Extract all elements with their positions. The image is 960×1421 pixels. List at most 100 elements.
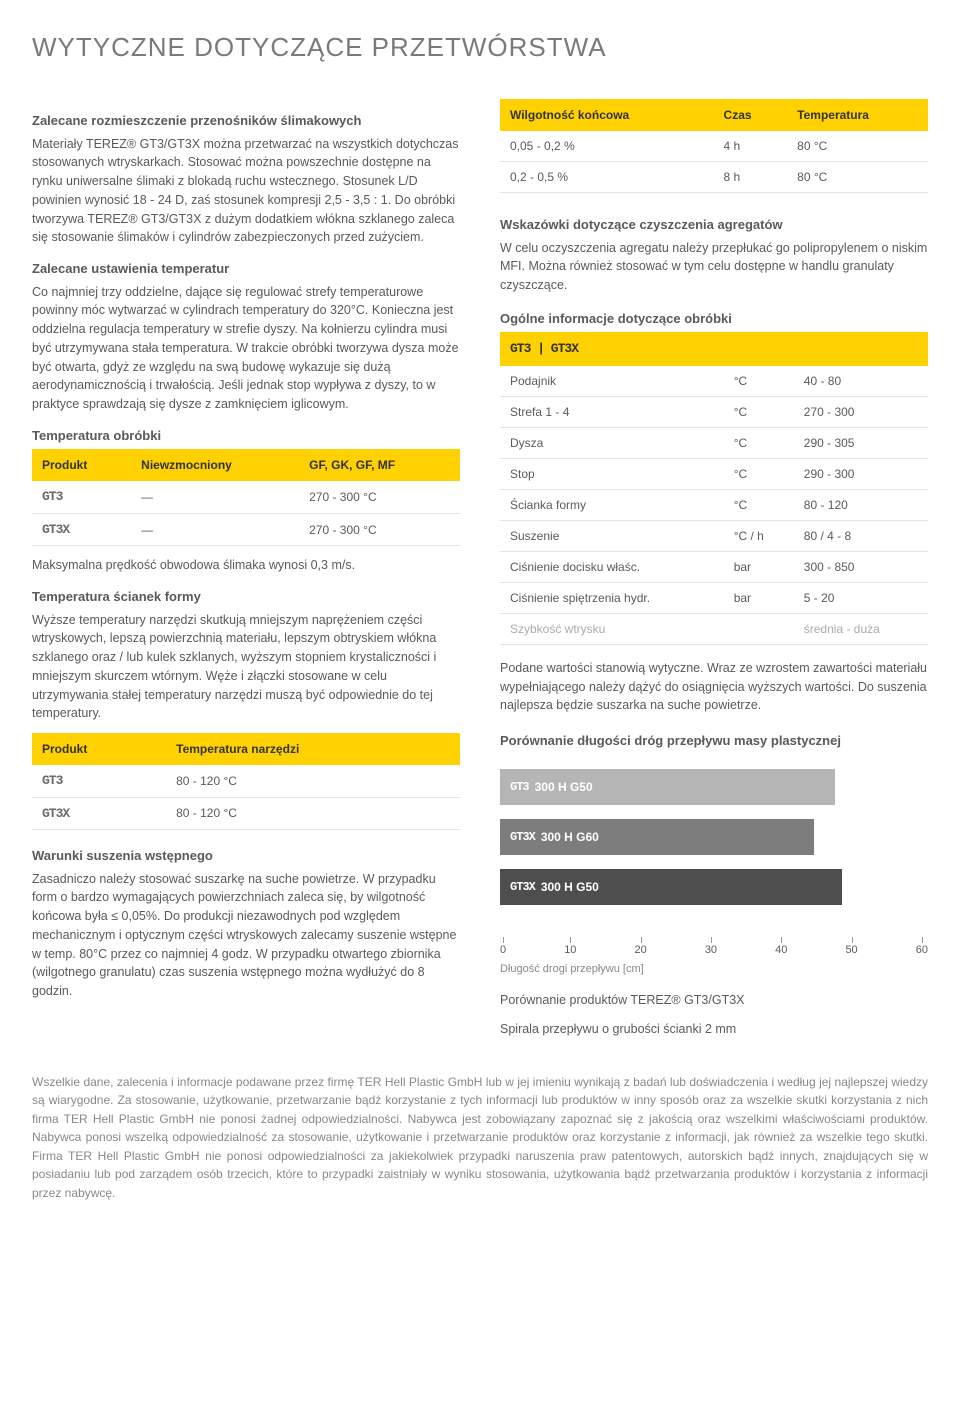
table-row: Ścianka formy°C80 - 120 xyxy=(500,489,928,520)
td: 300 - 850 xyxy=(794,551,928,582)
gt-logo-header: GT3 | GT3X xyxy=(510,341,578,356)
td: Szybkość wtrysku xyxy=(500,613,724,644)
bar-label: 300 H G60 xyxy=(541,828,599,846)
sec5-text: Zasadniczo należy stosować suszarkę na s… xyxy=(32,870,460,1001)
td: °C xyxy=(724,489,794,520)
sec4-text: Wyższe temperatury narzędzi skutkują mni… xyxy=(32,611,460,724)
td xyxy=(724,613,794,644)
td: 270 - 300 xyxy=(794,396,928,427)
sec1-heading: Zalecane rozmieszczenie przenośników śli… xyxy=(32,111,460,131)
right-column: Wilgotność końcowa Czas Temperatura 0,05… xyxy=(500,99,928,1049)
chart-tick: 50 xyxy=(845,942,857,959)
td: Ciśnienie spiętrzenia hydr. xyxy=(500,582,724,613)
td: 270 - 300 °C xyxy=(299,481,460,513)
td: średnia - duża xyxy=(794,613,928,644)
chart-heading: Porównanie długości dróg przepływu masy … xyxy=(500,731,928,751)
td: 4 h xyxy=(714,131,788,162)
sec3-heading: Temperatura obróbki xyxy=(32,426,460,446)
sec7-note: Podane wartości stanowią wytyczne. Wraz … xyxy=(500,659,928,715)
td: 80 - 120 °C xyxy=(166,797,460,830)
table-row: GT3X 80 - 120 °C xyxy=(32,797,460,830)
chart-note-1: Porównanie produktów TEREZ® GT3/GT3X xyxy=(500,991,928,1010)
mold-temp-table: Produkt Temperatura narzędzi GT3 80 - 12… xyxy=(32,733,460,830)
th: Produkt xyxy=(32,449,131,481)
td: Suszenie xyxy=(500,520,724,551)
td: 80 °C xyxy=(787,131,928,162)
td: °C xyxy=(724,366,794,397)
td: 80 - 120 °C xyxy=(166,765,460,797)
gt3-logo: GT3 xyxy=(42,773,62,788)
td: bar xyxy=(724,582,794,613)
table-row: Dysza°C290 - 305 xyxy=(500,427,928,458)
chart-tick: 60 xyxy=(916,942,928,959)
table-row: 0,2 - 0,5 % 8 h 80 °C xyxy=(500,162,928,193)
chart-axis-label: Długość drogi przepływu [cm] xyxy=(500,961,928,978)
general-info-table: GT3 | GT3X Podajnik°C40 - 80Strefa 1 - 4… xyxy=(500,332,928,645)
td: °C / h xyxy=(724,520,794,551)
table-row: Ciśnienie docisku właśc.bar300 - 850 xyxy=(500,551,928,582)
bar-logo: GT3X xyxy=(510,878,535,896)
table-row: GT3X — 270 - 300 °C xyxy=(32,513,460,546)
left-column: Zalecane rozmieszczenie przenośników śli… xyxy=(32,99,460,1049)
sec2-text: Co najmniej trzy oddzielne, dające się r… xyxy=(32,283,460,414)
chart-bar: GT3X300 H G50 xyxy=(500,869,842,905)
page-title: WYTYCZNE DOTYCZĄCE PRZETWÓRSTWA xyxy=(32,28,928,67)
td: 270 - 300 °C xyxy=(299,513,460,546)
table-row: Suszenie°C / h80 / 4 - 8 xyxy=(500,520,928,551)
td: 80 - 120 xyxy=(794,489,928,520)
gt3-logo: GT3 xyxy=(42,489,62,504)
td: 290 - 305 xyxy=(794,427,928,458)
chart-tick: 0 xyxy=(500,942,506,959)
flow-length-chart: GT3 300 H G50 GT3X 300 H G60 GT3X300 H G50 0… xyxy=(500,769,928,959)
th: GF, GK, GF, MF xyxy=(299,449,460,481)
chart-tick: 20 xyxy=(635,942,647,959)
gt3x-logo: GT3X xyxy=(42,522,69,537)
table-row: Podajnik°C40 - 80 xyxy=(500,366,928,397)
td: Podajnik xyxy=(500,366,724,397)
chart-bar: GT3 300 H G50 xyxy=(500,769,835,805)
td: Stop xyxy=(500,458,724,489)
td: 5 - 20 xyxy=(794,582,928,613)
table-row: Strefa 1 - 4°C270 - 300 xyxy=(500,396,928,427)
td: 0,2 - 0,5 % xyxy=(500,162,714,193)
chart-tick: 10 xyxy=(564,942,576,959)
sec1-text: Materiały TEREZ® GT3/GT3X można przetwar… xyxy=(32,135,460,248)
td: Dysza xyxy=(500,427,724,458)
td: 40 - 80 xyxy=(794,366,928,397)
disclaimer-text: Wszelkie dane, zalecenia i informacje po… xyxy=(32,1073,928,1203)
td: 290 - 300 xyxy=(794,458,928,489)
processing-temp-table: Produkt Niewzmocniony GF, GK, GF, MF GT3… xyxy=(32,449,460,546)
bar-logo: GT3 xyxy=(510,778,529,796)
td: Ścianka formy xyxy=(500,489,724,520)
chart-tick: 30 xyxy=(705,942,717,959)
td: °C xyxy=(724,458,794,489)
td: bar xyxy=(724,551,794,582)
td: 80 °C xyxy=(787,162,928,193)
td: 0,05 - 0,2 % xyxy=(500,131,714,162)
table-row: Szybkość wtrysku średnia - duża xyxy=(500,613,928,644)
bar-label: 300 H G50 xyxy=(535,778,593,796)
td: Strefa 1 - 4 xyxy=(500,396,724,427)
td: 80 / 4 - 8 xyxy=(794,520,928,551)
chart-bar: GT3X 300 H G60 xyxy=(500,819,814,855)
th: Temperatura narzędzi xyxy=(166,733,460,765)
sec2-heading: Zalecane ustawienia temperatur xyxy=(32,259,460,279)
table-row: 0,05 - 0,2 % 4 h 80 °C xyxy=(500,131,928,162)
td: — xyxy=(131,481,299,513)
table-row: GT3 — 270 - 300 °C xyxy=(32,481,460,513)
td: Ciśnienie docisku właśc. xyxy=(500,551,724,582)
bar-logo: GT3X xyxy=(510,828,535,846)
sec5-heading: Warunki suszenia wstępnego xyxy=(32,846,460,866)
sec6-text: W celu oczyszczenia agregatu należy prze… xyxy=(500,239,928,295)
th: Wilgotność końcowa xyxy=(500,99,714,131)
chart-tick: 40 xyxy=(775,942,787,959)
td: — xyxy=(131,513,299,546)
gt3x-logo: GT3X xyxy=(42,806,69,821)
th: Temperatura xyxy=(787,99,928,131)
table-row: Stop°C290 - 300 xyxy=(500,458,928,489)
td: °C xyxy=(724,427,794,458)
columns: Zalecane rozmieszczenie przenośników śli… xyxy=(32,99,928,1049)
th: Produkt xyxy=(32,733,166,765)
th: Niewzmocniony xyxy=(131,449,299,481)
sec3-note: Maksymalna prędkość obwodowa ślimaka wyn… xyxy=(32,556,460,575)
